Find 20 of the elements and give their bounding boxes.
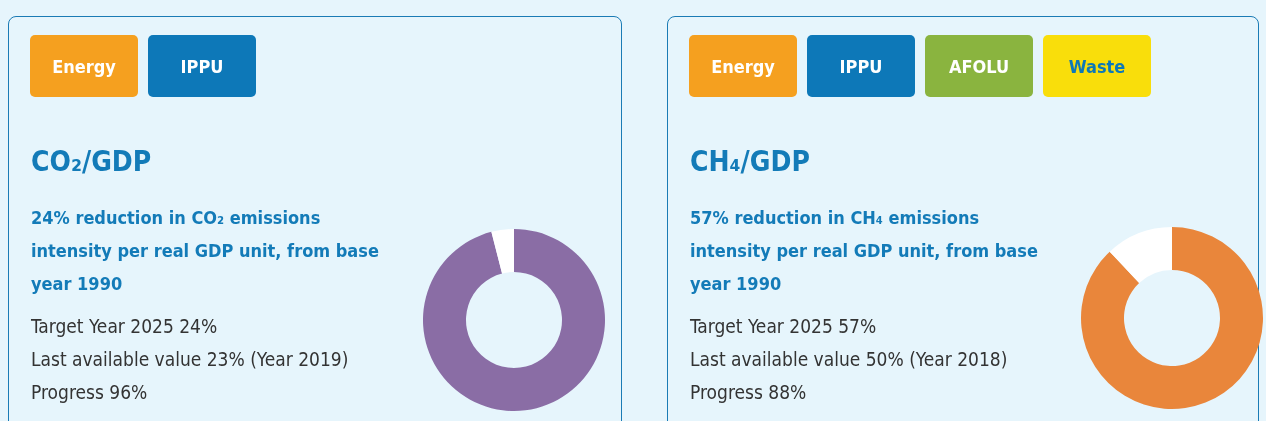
text: CH₄/GDP	[690, 145, 810, 178]
text: Progress 88%	[690, 381, 807, 403]
text: Energy	[689, 35, 797, 97]
text: Energy	[30, 35, 138, 97]
text: Waste	[1043, 35, 1151, 97]
text: Target Year 2025 24%	[31, 315, 218, 337]
text: IPPU	[807, 35, 915, 97]
text: AFOLU	[925, 35, 1033, 97]
donut-slice	[1081, 227, 1263, 409]
text: 24% reduction in CO₂ emissions intensity per real GDP unit, from base year 1990	[31, 206, 380, 296]
text: CO₂/GDP	[31, 145, 152, 178]
text: IPPU	[148, 35, 256, 97]
text: Last available value 23% (Year 2019)	[31, 348, 349, 370]
donut-slice	[491, 229, 514, 274]
text: Last available value 50% (Year 2018)	[690, 348, 1008, 370]
text: Target Year 2025 57%	[690, 315, 877, 337]
donut-slice	[423, 229, 605, 411]
text: 57% reduction in CH₄ emissions intensity per real GDP unit, from base year 1990	[690, 206, 1039, 296]
text: Progress 96%	[31, 381, 148, 403]
donut-slice	[1109, 227, 1172, 284]
